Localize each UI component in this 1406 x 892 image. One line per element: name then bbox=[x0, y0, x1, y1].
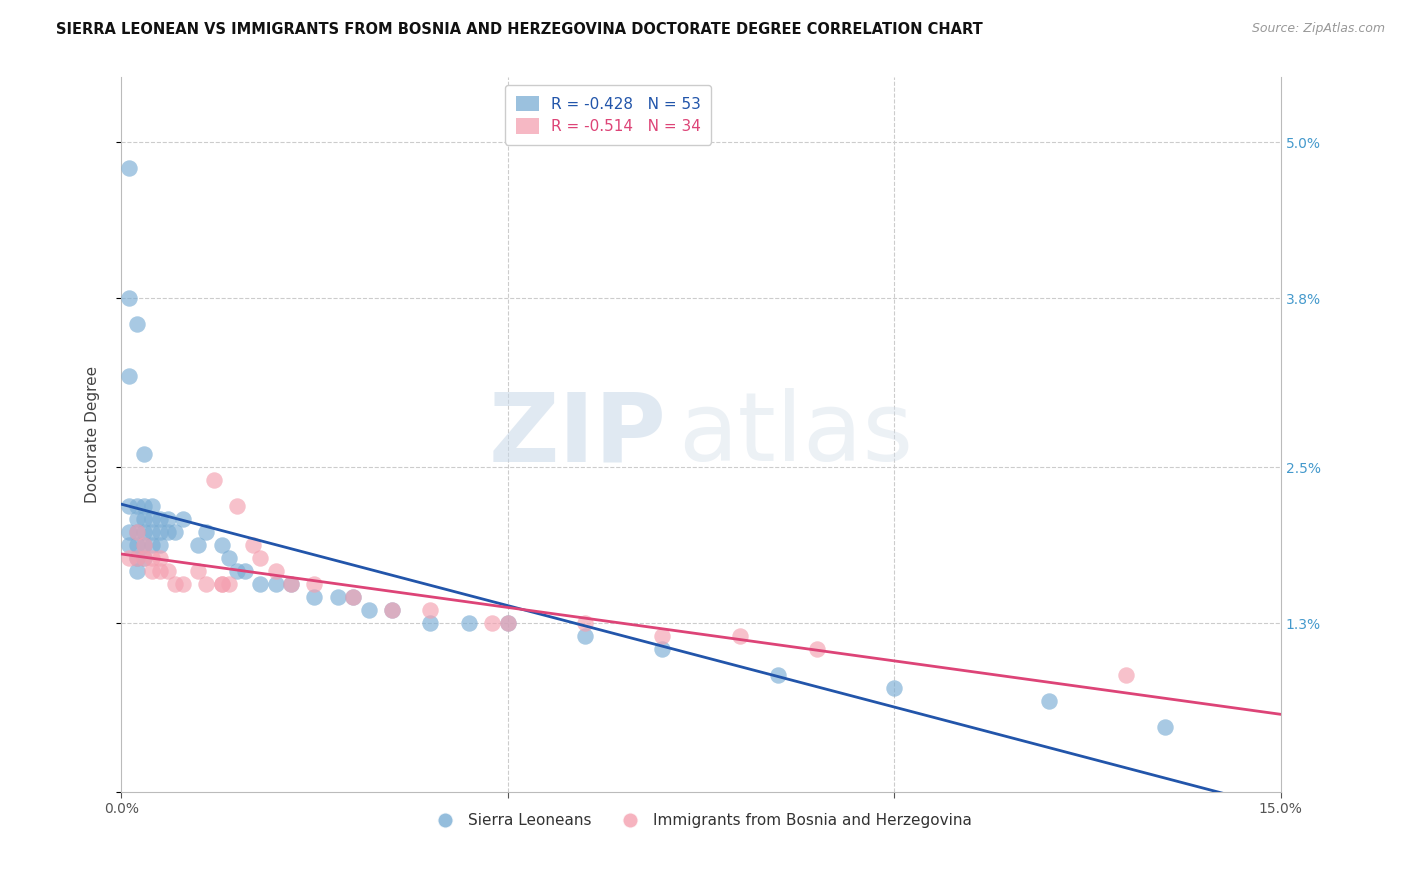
Point bbox=[141, 499, 163, 513]
Point bbox=[125, 525, 148, 540]
Point bbox=[304, 590, 326, 604]
Point bbox=[149, 538, 172, 552]
Point bbox=[280, 577, 302, 591]
Point bbox=[134, 499, 156, 513]
Point bbox=[342, 590, 364, 604]
Point bbox=[280, 577, 302, 591]
Point bbox=[149, 525, 172, 540]
Point bbox=[574, 629, 596, 643]
Point bbox=[768, 668, 790, 682]
Point bbox=[226, 564, 249, 578]
Point bbox=[134, 525, 156, 540]
Point bbox=[728, 629, 751, 643]
Point bbox=[141, 538, 163, 552]
Point bbox=[156, 525, 179, 540]
Point bbox=[806, 642, 828, 657]
Point bbox=[326, 590, 349, 604]
Point bbox=[141, 564, 163, 578]
Point bbox=[149, 512, 172, 526]
Point bbox=[218, 577, 240, 591]
Point bbox=[218, 551, 240, 566]
Point bbox=[125, 551, 148, 566]
Point bbox=[172, 512, 194, 526]
Point bbox=[125, 499, 148, 513]
Point bbox=[264, 577, 287, 591]
Point bbox=[165, 577, 187, 591]
Legend: Sierra Leoneans, Immigrants from Bosnia and Herzegovina: Sierra Leoneans, Immigrants from Bosnia … bbox=[425, 807, 979, 834]
Point bbox=[249, 577, 271, 591]
Point bbox=[141, 525, 163, 540]
Y-axis label: Doctorate Degree: Doctorate Degree bbox=[86, 366, 100, 503]
Point bbox=[574, 616, 596, 631]
Point bbox=[156, 512, 179, 526]
Point bbox=[118, 551, 141, 566]
Point bbox=[134, 538, 156, 552]
Point bbox=[118, 161, 141, 176]
Point bbox=[125, 564, 148, 578]
Point bbox=[202, 473, 225, 487]
Point bbox=[883, 681, 905, 695]
Point bbox=[134, 551, 156, 566]
Point bbox=[134, 512, 156, 526]
Point bbox=[242, 538, 264, 552]
Text: SIERRA LEONEAN VS IMMIGRANTS FROM BOSNIA AND HERZEGOVINA DOCTORATE DEGREE CORREL: SIERRA LEONEAN VS IMMIGRANTS FROM BOSNIA… bbox=[56, 22, 983, 37]
Point bbox=[187, 564, 209, 578]
Point bbox=[118, 291, 141, 305]
Point bbox=[1038, 694, 1060, 708]
Point bbox=[381, 603, 404, 617]
Point bbox=[149, 551, 172, 566]
Point bbox=[118, 538, 141, 552]
Text: ZIP: ZIP bbox=[488, 388, 666, 481]
Point bbox=[419, 616, 441, 631]
Point bbox=[125, 512, 148, 526]
Point bbox=[125, 525, 148, 540]
Point bbox=[125, 538, 148, 552]
Point bbox=[165, 525, 187, 540]
Point bbox=[134, 538, 156, 552]
Point bbox=[134, 551, 156, 566]
Point bbox=[211, 577, 233, 591]
Text: Source: ZipAtlas.com: Source: ZipAtlas.com bbox=[1251, 22, 1385, 36]
Point bbox=[651, 629, 673, 643]
Point bbox=[156, 564, 179, 578]
Point bbox=[264, 564, 287, 578]
Point bbox=[118, 499, 141, 513]
Point bbox=[125, 551, 148, 566]
Point bbox=[211, 538, 233, 552]
Point bbox=[304, 577, 326, 591]
Point bbox=[187, 538, 209, 552]
Point bbox=[651, 642, 673, 657]
Point bbox=[211, 577, 233, 591]
Point bbox=[195, 525, 218, 540]
Point bbox=[1153, 720, 1175, 734]
Point bbox=[125, 318, 148, 332]
Point bbox=[118, 525, 141, 540]
Point bbox=[496, 616, 519, 631]
Point bbox=[381, 603, 404, 617]
Point bbox=[481, 616, 503, 631]
Point bbox=[458, 616, 481, 631]
Point bbox=[141, 551, 163, 566]
Point bbox=[249, 551, 271, 566]
Point bbox=[419, 603, 441, 617]
Point bbox=[357, 603, 380, 617]
Point bbox=[134, 447, 156, 461]
Point bbox=[195, 577, 218, 591]
Point bbox=[141, 512, 163, 526]
Point bbox=[172, 577, 194, 591]
Point bbox=[496, 616, 519, 631]
Point bbox=[226, 499, 249, 513]
Point bbox=[1115, 668, 1137, 682]
Point bbox=[342, 590, 364, 604]
Point bbox=[233, 564, 256, 578]
Point bbox=[149, 564, 172, 578]
Point bbox=[118, 369, 141, 384]
Text: atlas: atlas bbox=[678, 388, 912, 481]
